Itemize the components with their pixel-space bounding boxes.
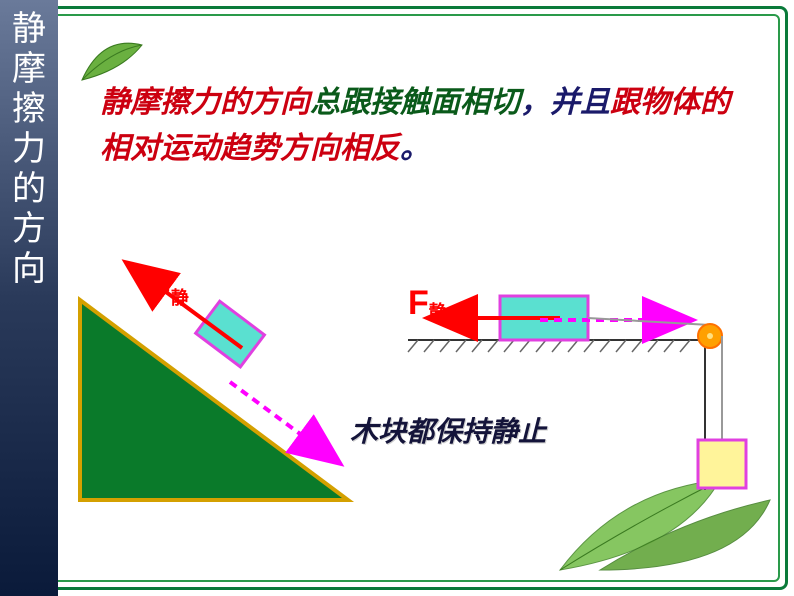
rope-horizontal xyxy=(588,318,710,325)
sidebar-title: 静 摩 擦 力 的 方 向 xyxy=(0,0,58,596)
pulley-pin xyxy=(707,333,713,339)
sidebar-char: 擦 xyxy=(12,90,46,130)
hanging-weight xyxy=(698,440,746,488)
physics-diagram xyxy=(0,0,794,596)
sidebar-char: 摩 xyxy=(12,50,46,90)
sidebar-char: 力 xyxy=(12,130,46,170)
sidebar-char: 静 xyxy=(12,10,46,50)
sidebar-char: 向 xyxy=(12,250,46,290)
incline-block xyxy=(196,301,265,367)
sidebar-char: 的 xyxy=(12,170,46,210)
table-hatching xyxy=(408,340,690,352)
sidebar-char: 方 xyxy=(12,210,46,250)
